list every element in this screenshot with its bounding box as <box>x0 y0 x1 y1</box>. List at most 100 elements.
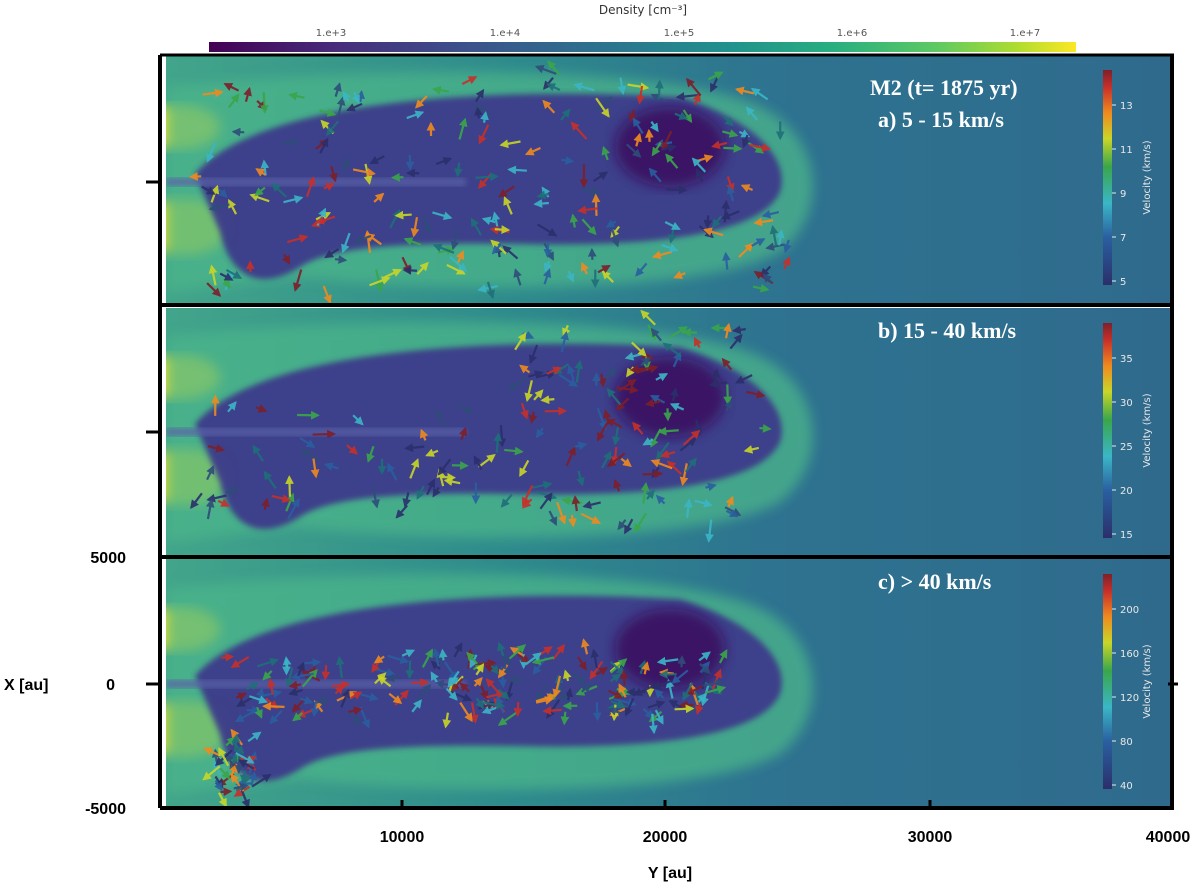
velocity-arrow <box>507 376 528 391</box>
velocity-arrow <box>568 514 577 528</box>
velocity-arrow <box>426 478 436 496</box>
velocity-arrow <box>593 171 609 183</box>
velocity-arrow <box>776 229 785 246</box>
velocity-arrow <box>606 388 622 406</box>
velocity-arrow <box>447 670 460 688</box>
velocity-arrow <box>402 492 411 508</box>
velocity-arrow <box>469 702 479 724</box>
velocity-arrow <box>231 127 245 137</box>
velocity-arrow <box>285 475 294 497</box>
velocity-arrow <box>609 673 622 683</box>
velocity-arrow <box>725 495 734 508</box>
velocity-arrow <box>635 262 648 277</box>
velocity-arrow <box>535 684 548 703</box>
velocity-arrow <box>640 481 650 504</box>
velocity-arrow <box>651 250 673 260</box>
velocity-arrow <box>475 172 499 182</box>
velocity-arrow <box>457 403 474 414</box>
velocity-arrow <box>445 687 458 701</box>
velocity-arrow <box>346 102 363 112</box>
velocity-arrow <box>580 638 590 655</box>
velocity-arrow <box>640 309 656 326</box>
velocity-colorbar-title: Velocity (km/s) <box>1142 393 1153 467</box>
velocity-arrow <box>563 669 572 682</box>
x-tick-label-20000: 20000 <box>643 829 688 846</box>
density-colorbar: Density [cm⁻³] 1.e+3 1.e+4 1.e+5 1.e+6 1.e+7 <box>209 3 1076 52</box>
velocity-arrow <box>611 427 621 446</box>
velocity-arrow <box>571 495 581 512</box>
velocity-arrow <box>722 251 731 270</box>
velocity-arrow <box>628 109 637 123</box>
velocity-arrow <box>238 759 255 770</box>
velocity-arrow <box>615 385 639 394</box>
velocity-arrow <box>205 498 215 520</box>
velocity-arrow <box>543 76 554 90</box>
velocity-arrow <box>486 281 495 300</box>
velocity-arrow <box>299 437 316 448</box>
velocity-arrow <box>219 272 234 281</box>
velocity-arrow <box>644 398 661 408</box>
velocity-arrow <box>601 145 610 161</box>
velocity-arrow <box>227 93 240 109</box>
velocity-arrow <box>699 663 711 675</box>
velocity-arrow <box>762 273 773 284</box>
velocity-arrow <box>552 644 566 661</box>
velocity-arrow <box>416 261 429 275</box>
velocity-arrow <box>648 713 658 735</box>
velocity-arrow <box>721 199 731 223</box>
velocity-arrow <box>321 665 331 681</box>
velocity-arrow <box>217 792 227 807</box>
velocity-arrow <box>221 652 235 662</box>
velocity-arrow <box>202 88 224 98</box>
velocity-arrow <box>683 498 693 518</box>
velocity-arrow <box>323 462 339 471</box>
velocity-arrow <box>251 773 272 788</box>
velocity-arrow <box>769 225 779 247</box>
velocity-arrow <box>218 747 230 767</box>
velocity-arrow <box>385 673 401 683</box>
velocity-arrow <box>619 669 629 686</box>
velocity-arrow <box>223 82 240 92</box>
velocity-arrow <box>605 219 617 228</box>
velocity-arrow <box>435 157 453 166</box>
velocity-arrow <box>360 692 379 702</box>
velocity-arrow <box>561 156 575 165</box>
x-tick-label-40000: 40000 <box>1146 829 1191 846</box>
velocity-arrow <box>271 494 292 503</box>
velocity-arrow <box>703 215 713 229</box>
velocity-arrow <box>679 463 689 486</box>
velocity-tick-label: 20 <box>1120 486 1133 497</box>
velocity-arrow <box>745 106 758 121</box>
velocity-arrow <box>547 60 561 76</box>
velocity-arrow <box>632 117 644 134</box>
velocity-arrow <box>446 263 466 275</box>
velocity-arrow <box>461 76 478 86</box>
velocity-arrow <box>240 770 249 784</box>
velocity-arrow <box>453 642 463 658</box>
velocity-arrow <box>718 649 728 664</box>
velocity-arrow <box>533 199 549 208</box>
velocity-arrow <box>384 268 402 279</box>
velocity-arrow <box>738 242 754 258</box>
velocity-arrow <box>432 85 449 95</box>
velocity-arrow <box>404 443 425 453</box>
velocity-arrow <box>536 190 550 200</box>
velocity-arrow <box>570 121 588 140</box>
velocity-arrow <box>671 669 689 684</box>
velocity-arrow <box>336 96 346 119</box>
velocity-tick-label: 30 <box>1120 398 1133 409</box>
velocity-arrow <box>286 234 309 244</box>
velocity-arrow <box>288 680 302 690</box>
velocity-tick-label: 9 <box>1120 189 1126 200</box>
velocity-arrow <box>656 656 679 666</box>
velocity-arrow <box>615 397 630 411</box>
velocity-arrow <box>287 498 300 520</box>
velocity-arrow <box>636 85 645 105</box>
velocity-arrow <box>659 449 676 459</box>
velocity-arrow <box>500 493 513 508</box>
velocity-arrow <box>291 671 314 681</box>
velocity-arrow <box>601 450 612 469</box>
velocity-arrow <box>620 457 632 468</box>
velocity-arrow <box>285 667 294 688</box>
velocity-arrow <box>233 782 249 792</box>
